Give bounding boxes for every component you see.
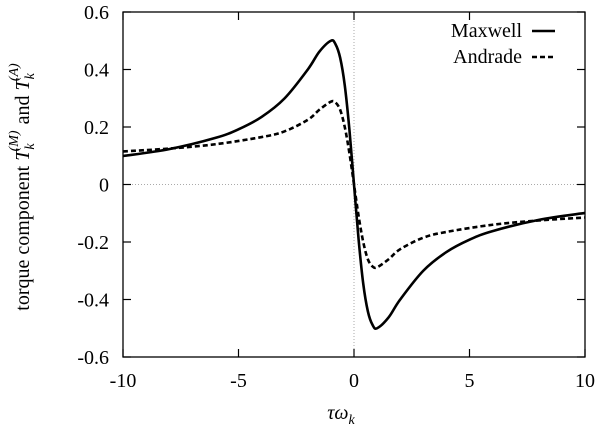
x-tick-label: 10 — [575, 370, 595, 392]
y-tick-label: -0.4 — [77, 290, 109, 312]
y-axis-label-sup1: (M) — [7, 130, 22, 151]
y-tick-label: 0.6 — [84, 2, 109, 24]
y-axis-label-and: and — [12, 96, 34, 125]
y-tick-label: 0.4 — [84, 60, 109, 82]
y-tick-label: 0 — [99, 175, 109, 197]
y-axis-label-var1: T — [12, 148, 34, 161]
legend: Maxwell Andrade — [451, 20, 555, 68]
x-tick-label: -5 — [230, 370, 247, 392]
series-layer — [122, 39, 586, 330]
y-tick-label: 0.2 — [84, 117, 109, 139]
ticks-layer: -10 -5 0 5 10 -0.6 -0.4 -0.2 0 0.2 0.4 0.6 — [77, 2, 595, 392]
y-tick-label: -0.2 — [77, 232, 109, 254]
legend-label-andrade: Andrade — [453, 46, 522, 68]
y-axis-label-sub1: k — [23, 143, 38, 150]
x-axis-label-sub: k — [349, 413, 356, 428]
x-axis-label-main: τω — [327, 402, 348, 424]
y-axis-label-prefix: torque component — [12, 165, 34, 310]
y-axis-label-sub2: k — [23, 72, 38, 79]
y-axis-label-var2: T — [12, 78, 34, 91]
y-tick-label: -0.6 — [77, 347, 109, 369]
x-tick-label: -10 — [110, 370, 137, 392]
y-axis-label: torque component Tk(M)and Tk(A) — [7, 63, 38, 311]
x-axis-label: τωk — [327, 402, 355, 428]
plot-frame — [122, 11, 586, 358]
legend-label-maxwell: Maxwell — [451, 20, 523, 42]
x-tick-label: 0 — [349, 370, 359, 392]
series-line-andrade — [122, 99, 586, 270]
x-tick-label: 5 — [465, 370, 475, 392]
y-axis-label-sup2: (A) — [7, 63, 22, 81]
